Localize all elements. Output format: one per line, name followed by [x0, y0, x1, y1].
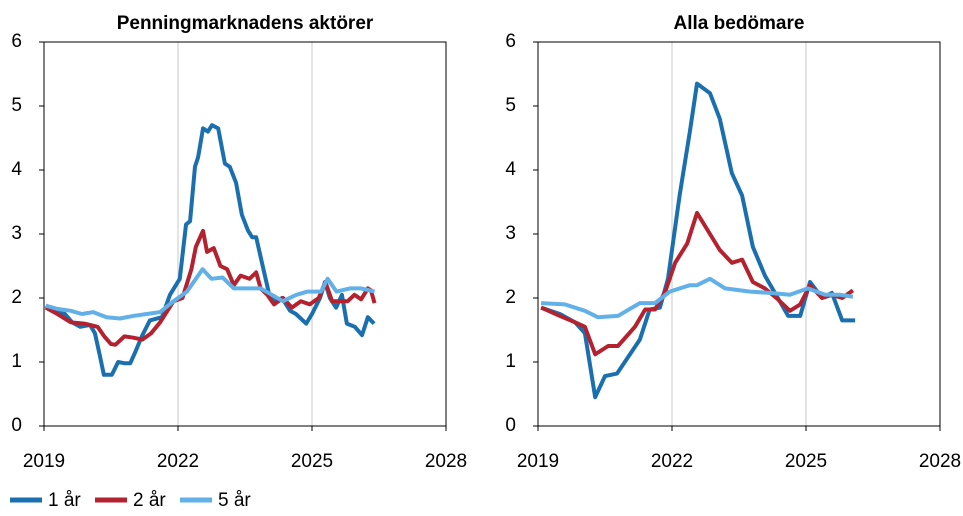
y-tick-label: 0	[11, 415, 22, 436]
x-tick-label: 2022	[157, 451, 199, 472]
y-tick-label: 5	[11, 95, 22, 116]
x-tick-label: 2025	[785, 451, 827, 472]
y-tick-label: 3	[505, 223, 516, 244]
x-tick-label: 2019	[23, 451, 65, 472]
y-tick-label: 5	[505, 95, 516, 116]
y-tick-label: 3	[11, 223, 22, 244]
plot-frame	[537, 41, 941, 427]
y-tick-label: 6	[505, 31, 516, 52]
legend-label: 2 år	[133, 490, 166, 511]
line-series	[540, 81, 856, 400]
legend-label: 5 år	[218, 490, 251, 511]
y-tick-label: 0	[505, 415, 516, 436]
y-tick-label: 1	[11, 351, 22, 372]
y-tick-label: 4	[11, 159, 22, 180]
line-series	[44, 228, 377, 347]
x-tick-label: 2028	[425, 451, 467, 472]
y-tick-label: 2	[11, 287, 22, 308]
x-tick-label: 2028	[919, 451, 961, 472]
line-series	[541, 276, 854, 320]
line-series	[45, 267, 375, 321]
x-tick-label: 2025	[291, 451, 333, 472]
y-tick-label: 4	[505, 159, 516, 180]
y-tick-label: 1	[505, 351, 516, 372]
x-tick-label: 2022	[651, 451, 693, 472]
plot-frame	[43, 41, 447, 427]
y-tick-label: 6	[11, 31, 22, 52]
line-series	[540, 210, 855, 357]
x-tick-label: 2019	[517, 451, 559, 472]
chart-title: Penningmarknadens aktörer	[117, 13, 374, 34]
y-tick-label: 2	[505, 287, 516, 308]
chart-title: Alla bedömare	[674, 13, 805, 34]
legend-label: 1 år	[48, 490, 81, 511]
